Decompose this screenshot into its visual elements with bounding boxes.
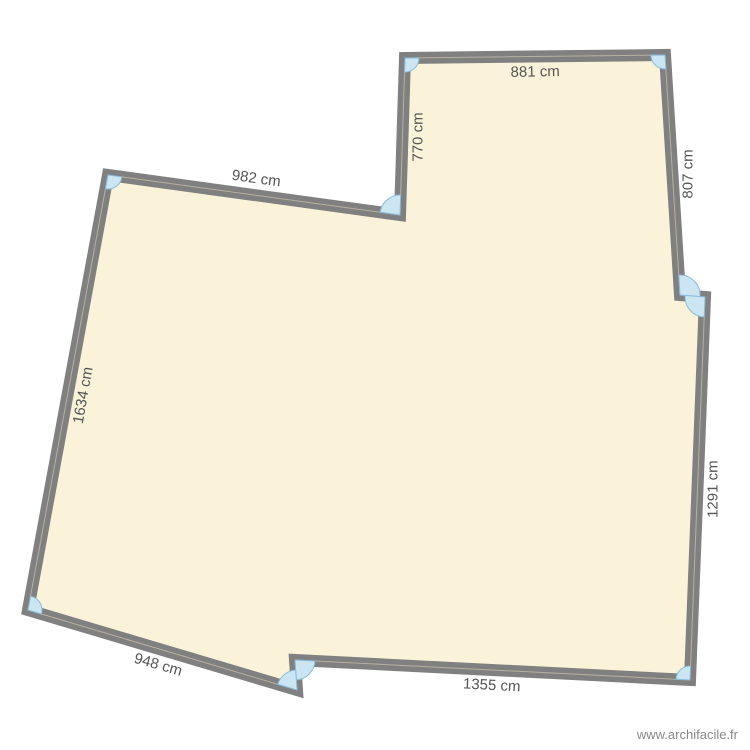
angle-marker [295,660,315,680]
room-interior [28,55,705,690]
angle-marker [380,195,400,215]
floorplan-canvas: 881 cm807 cm1291 cm1355 cm948 cm1634 cm9… [0,0,750,750]
dimension-label: 1291 cm [704,460,721,518]
dimension-label: 1355 cm [463,675,521,695]
watermark-text: www.archifacile.fr [637,727,738,742]
angle-marker [679,275,700,297]
dimension-label: 770 cm [409,112,426,161]
dimension-label: 881 cm [510,63,559,81]
dimension-label: 807 cm [679,149,696,198]
floorplan-svg: 881 cm807 cm1291 cm1355 cm948 cm1634 cm9… [0,0,750,750]
